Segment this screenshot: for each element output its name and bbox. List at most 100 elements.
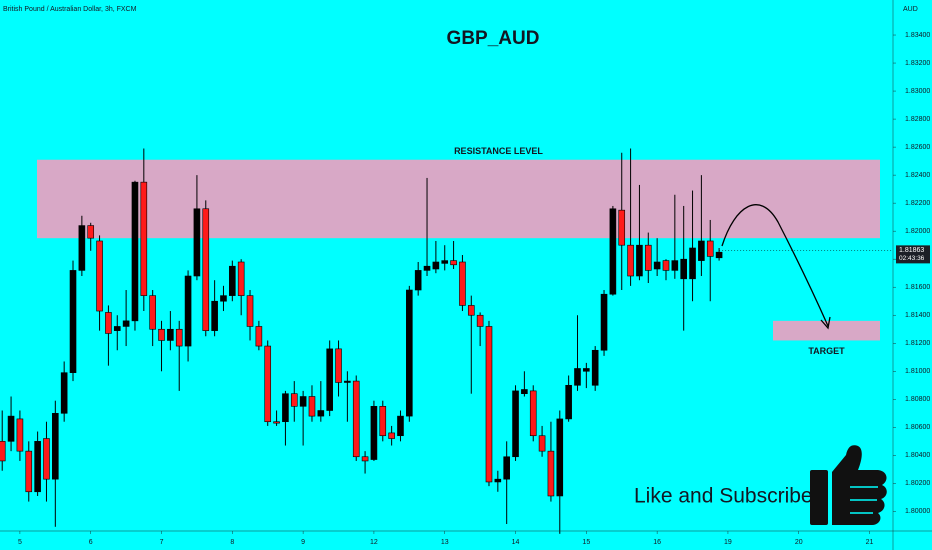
price-zone bbox=[37, 159, 880, 239]
candles bbox=[0, 148, 723, 534]
candle-body bbox=[149, 295, 156, 330]
candle-body bbox=[467, 305, 475, 316]
candle-body bbox=[512, 390, 519, 458]
y-tick-label: 1.83000 bbox=[905, 88, 930, 95]
candle-body bbox=[529, 390, 537, 437]
chart-title: GBP_AUD bbox=[447, 28, 540, 49]
x-tick-label: 9 bbox=[301, 539, 305, 546]
candle-body bbox=[662, 260, 670, 271]
x-tick-label: 15 bbox=[582, 539, 590, 546]
candle-body bbox=[538, 435, 546, 452]
candle-body bbox=[167, 328, 174, 341]
currency-label: AUD bbox=[903, 6, 918, 13]
candle-body bbox=[87, 225, 95, 239]
candle-body bbox=[264, 345, 272, 423]
candle-body bbox=[290, 393, 298, 407]
thumb-hand bbox=[832, 445, 887, 525]
candle-body bbox=[122, 320, 130, 327]
candle-body bbox=[556, 418, 564, 497]
candle-body bbox=[644, 244, 652, 271]
y-tick-label: 1.82600 bbox=[905, 144, 930, 151]
candle-body bbox=[636, 244, 643, 277]
candle-body bbox=[583, 368, 590, 372]
candle-body bbox=[246, 295, 254, 327]
projection-arrow bbox=[721, 204, 829, 327]
candle-body bbox=[591, 349, 599, 386]
axes: 1.80000 1.80200 1.80400 1.80600 1.80800 1.810… bbox=[18, 32, 930, 546]
y-tick-label: 1.82800 bbox=[905, 116, 930, 123]
y-tick-label: 1.82400 bbox=[905, 172, 930, 179]
candle-body bbox=[609, 208, 617, 295]
candle-body bbox=[317, 410, 325, 417]
candle-body bbox=[706, 240, 714, 257]
candle-body bbox=[0, 441, 6, 462]
candle-body bbox=[237, 261, 245, 296]
candle-body bbox=[69, 270, 77, 373]
candle-body bbox=[202, 208, 210, 331]
candle-body bbox=[52, 413, 59, 480]
candle-body bbox=[432, 261, 440, 270]
candle-body bbox=[476, 314, 484, 327]
last-price-label: 1.81863 bbox=[899, 247, 924, 254]
candle-body bbox=[379, 406, 387, 437]
candle-body bbox=[131, 181, 139, 322]
candle-body bbox=[503, 456, 510, 480]
zone-label: TARGET bbox=[808, 346, 845, 356]
candle-body bbox=[220, 295, 227, 302]
candle-body bbox=[326, 348, 333, 411]
candle-body bbox=[698, 240, 705, 261]
candle-body bbox=[485, 326, 493, 483]
x-tick-label: 12 bbox=[370, 539, 378, 546]
candle-body bbox=[193, 208, 201, 277]
x-tick-label: 6 bbox=[89, 539, 93, 546]
x-tick-label: 8 bbox=[230, 539, 234, 546]
x-tick-label: 20 bbox=[795, 539, 803, 546]
candle-body bbox=[459, 261, 466, 306]
y-tick-label: 1.82000 bbox=[905, 228, 930, 235]
candle-body bbox=[105, 312, 112, 334]
y-tick-label: 1.83400 bbox=[905, 32, 930, 39]
x-tick-label: 16 bbox=[653, 539, 661, 546]
price-zone bbox=[773, 320, 880, 341]
y-tick-label: 1.80800 bbox=[905, 396, 930, 403]
candle-body bbox=[255, 326, 263, 347]
candle-body bbox=[140, 181, 148, 296]
candle-body bbox=[158, 328, 165, 341]
thumbs-up-icon bbox=[810, 445, 887, 525]
candle-body bbox=[282, 393, 289, 423]
candle-body bbox=[361, 456, 369, 462]
candle-body bbox=[565, 384, 572, 420]
candle-body bbox=[352, 380, 360, 458]
annotation: Like and Subscribe bbox=[634, 485, 813, 508]
last-price-box bbox=[896, 245, 930, 264]
candle-body bbox=[680, 258, 687, 280]
y-tick-label: 1.80200 bbox=[905, 480, 930, 487]
candle-body bbox=[414, 270, 422, 291]
y-tick-label: 1.81600 bbox=[905, 284, 930, 291]
x-tick-label: 13 bbox=[441, 539, 449, 546]
candle-body bbox=[653, 261, 661, 270]
y-tick-label: 1.81000 bbox=[905, 368, 930, 375]
candle-body bbox=[715, 251, 723, 259]
zone-label: RESISTANCE LEVEL bbox=[454, 146, 543, 156]
candle-body bbox=[521, 389, 528, 394]
x-tick-label: 21 bbox=[866, 539, 874, 546]
candle-body bbox=[43, 438, 50, 480]
y-tick-label: 1.81200 bbox=[905, 340, 930, 347]
x-tick-label: 14 bbox=[512, 539, 520, 546]
candle-body bbox=[184, 275, 192, 347]
thumb-fingers bbox=[850, 486, 878, 514]
candle-body bbox=[574, 368, 581, 386]
candle-body bbox=[60, 372, 68, 414]
arrow-head bbox=[820, 316, 831, 330]
x-tick-label: 7 bbox=[160, 539, 164, 546]
candle-body bbox=[450, 260, 457, 266]
x-tick-label: 19 bbox=[724, 539, 732, 546]
candle-body bbox=[370, 406, 378, 460]
candle-body bbox=[7, 415, 15, 442]
candle-body bbox=[16, 418, 24, 452]
y-tick-label: 1.80000 bbox=[905, 508, 930, 515]
candle-body bbox=[406, 289, 413, 417]
